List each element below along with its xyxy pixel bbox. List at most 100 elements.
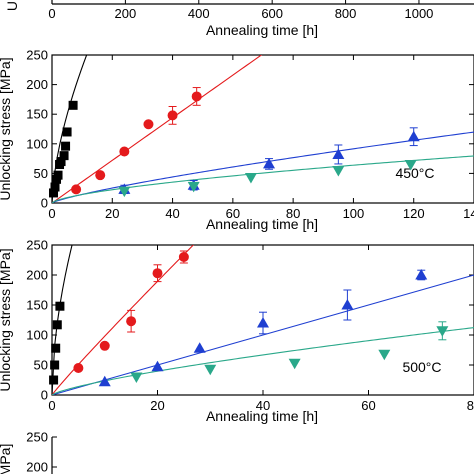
y-tick-label: 50 xyxy=(34,358,48,373)
x-tick-label: 20 xyxy=(105,206,119,221)
data-point-square xyxy=(52,320,62,330)
data-point-square xyxy=(55,301,65,311)
data-point-triangle-down xyxy=(436,326,449,337)
y-tick-label: 250 xyxy=(26,48,48,63)
panel-500-temperature-label: 500°C xyxy=(402,359,441,375)
data-point-triangle-down xyxy=(404,160,417,171)
data-point-circle xyxy=(95,170,106,181)
data-point-triangle-up xyxy=(257,317,269,328)
data-point-circle xyxy=(191,91,202,102)
data-point-square xyxy=(49,375,59,385)
x-tick-label: 100 xyxy=(343,206,365,221)
data-point-triangle-down xyxy=(187,181,200,193)
data-point-square xyxy=(49,188,59,198)
x-tick-label: 60 xyxy=(361,398,375,413)
y-tick-label: 150 xyxy=(26,107,48,122)
y-tick-label: 0 xyxy=(41,388,48,403)
panel-450-temperature-label: 450°C xyxy=(395,165,434,181)
y-tick-label: 150 xyxy=(26,298,48,313)
panel-450-frame xyxy=(51,54,474,204)
x-tick-label: 800 xyxy=(335,6,357,21)
data-point-square xyxy=(61,141,71,151)
data-point-circle xyxy=(73,363,84,373)
data-point-triangle-down xyxy=(204,364,217,376)
data-point-triangle-down xyxy=(332,165,345,177)
data-point-triangle-up xyxy=(341,299,354,310)
x-tick-label: 200 xyxy=(115,6,137,21)
data-point-triangle-up xyxy=(332,148,345,159)
x-tick-label: 1000 xyxy=(404,6,433,21)
x-tick-label: 0 xyxy=(48,206,55,221)
panel-450-ticks: 0 20 40 60 80 100 120 140 0 50 100 150 200 250 xyxy=(26,48,474,221)
data-point-triangle-up xyxy=(415,269,428,280)
y-tick-label: 200 xyxy=(26,460,48,474)
data-point-square xyxy=(53,170,63,180)
data-point-circle xyxy=(126,316,137,327)
data-point-circle xyxy=(99,340,110,351)
data-point-square xyxy=(59,151,69,161)
x-tick-label: 40 xyxy=(165,206,179,221)
x-tick-label: 0 xyxy=(48,6,55,21)
x-tick-label: 80 xyxy=(467,398,474,413)
panel-500-ticks: 0 20 40 60 80 0 50 100 150 200 250 xyxy=(26,238,474,413)
data-point-triangle-up xyxy=(193,342,206,353)
panel-450: Unlocking stress [MPa] Annealing time [h… xyxy=(0,48,474,232)
fit-line xyxy=(52,131,474,203)
data-point-square xyxy=(56,157,66,167)
data-point-square xyxy=(50,182,60,192)
panel-500-markers xyxy=(49,250,449,387)
x-tick-label: 0 xyxy=(48,398,55,413)
data-point-triangle-up xyxy=(98,375,111,387)
y-tick-label: 50 xyxy=(34,166,48,181)
top-panel-x-ticks: 0 200 400 600 800 1000 xyxy=(48,0,433,21)
x-tick-label: 80 xyxy=(286,206,300,221)
y-tick-label: 250 xyxy=(26,430,48,445)
y-tick-label: 100 xyxy=(26,328,48,343)
x-tick-label: 600 xyxy=(261,6,283,21)
y-tick-label: 0 xyxy=(41,196,48,211)
panel-450-ylabel: Unlocking stress [MPa] xyxy=(0,57,13,200)
top-panel-ylabel-fragment: U xyxy=(4,1,20,11)
y-tick-label: 200 xyxy=(26,268,48,283)
x-tick-label: 60 xyxy=(226,206,240,221)
data-point-triangle-down xyxy=(378,349,391,361)
data-point-circle xyxy=(143,119,154,130)
x-tick-label: 140 xyxy=(463,206,474,221)
fit-line xyxy=(52,245,195,395)
data-point-circle xyxy=(119,146,130,157)
x-tick-label: 20 xyxy=(150,398,164,413)
bottom-panel: MPa] 200 250 xyxy=(0,430,57,474)
data-point-triangle-up xyxy=(407,130,420,142)
panel-500-ylabel: Unlocking stress [MPa] xyxy=(0,248,13,391)
data-point-circle xyxy=(152,268,163,279)
top-panel: U 0 200 400 600 800 1000 Annealing time [h] xyxy=(4,0,474,38)
fit-line xyxy=(52,327,474,395)
data-point-triangle-up xyxy=(151,360,164,372)
data-point-triangle-up xyxy=(263,157,276,169)
bottom-panel-ylabel-fragment: MPa] xyxy=(0,444,13,474)
top-panel-xlabel: Annealing time [h] xyxy=(206,22,318,38)
x-tick-label: 400 xyxy=(188,6,210,21)
y-tick-label: 100 xyxy=(26,136,48,151)
data-point-circle xyxy=(178,252,189,262)
data-point-circle xyxy=(71,184,82,195)
panel-450-xlabel: Annealing time [h] xyxy=(206,216,318,232)
data-point-triangle-down xyxy=(244,173,257,184)
fit-line xyxy=(52,274,474,395)
x-tick-label: 40 xyxy=(256,398,270,413)
y-tick-label: 200 xyxy=(26,77,48,92)
panel-500-xlabel: Annealing time [h] xyxy=(206,408,318,424)
data-point-circle xyxy=(167,110,178,121)
data-point-square xyxy=(50,360,60,370)
data-point-triangle-down xyxy=(118,186,131,198)
panel-500: Unlocking stress [MPa] Annealing time [h… xyxy=(0,238,474,424)
panel-500-fit-lines xyxy=(52,245,474,395)
data-point-square xyxy=(62,127,72,137)
data-point-square xyxy=(51,343,61,353)
x-tick-label: 120 xyxy=(403,206,425,221)
data-point-triangle-down xyxy=(130,372,143,383)
bottom-panel-ticks: 200 250 xyxy=(26,430,57,474)
panel-450-markers xyxy=(49,87,420,198)
data-point-triangle-down xyxy=(288,358,301,370)
